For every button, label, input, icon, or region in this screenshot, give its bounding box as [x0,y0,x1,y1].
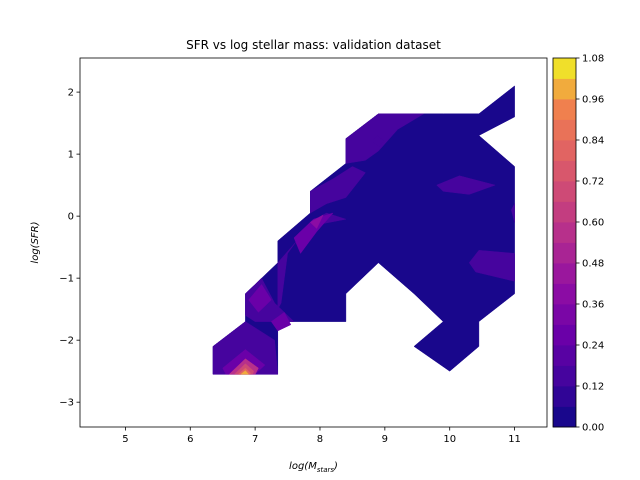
contour-region-1 [345,113,425,164]
colorbar-frame [552,57,577,428]
colorbar-band [553,304,576,325]
colorbar-tick-label: 0.60 [582,218,604,229]
y-tick-label: 0 [68,212,74,223]
colorbar: 0.00 0.12 0.24 0.36 0.48 0.60 0.72 0.84 0.96 1.08 [552,54,604,434]
colorbar-tick-label: 0.36 [582,300,604,311]
x-tick-label: 11 [508,434,521,445]
plot-frame [79,57,548,428]
contour-region-18 [240,370,249,375]
colorbar-band [553,201,576,223]
colorbar-tick-label: 0.96 [582,95,604,106]
y-axis-label: log(SFR) [30,221,41,263]
contour-region-9 [371,135,384,147]
chart-title: SFR vs log stellar mass: validation data… [186,38,441,52]
contour-regions [212,85,515,375]
y-tick-label: −3 [59,398,74,409]
colorbar-band [553,365,576,387]
x-tick-label: 8 [317,434,323,445]
x-tick-label: 6 [187,434,193,445]
colorbar-band [553,99,576,120]
y-tick-label: −1 [59,274,74,285]
colorbar-band [553,78,576,100]
contour-region-14 [310,214,324,229]
colorbar-tick-label: 0.48 [582,259,604,270]
colorbar-band [553,58,576,79]
y-tick-label: 1 [68,150,74,161]
colorbar-band [553,345,576,366]
x-tick-label: 7 [252,434,258,445]
colorbar-band [553,406,576,428]
colorbar-band [553,119,576,141]
contour-region-12 [271,312,292,332]
y-axis: −3 −2 −1 0 1 2 [59,88,80,409]
colorbar-band [553,324,576,346]
colorbar-band [553,242,576,264]
x-tick-label: 9 [382,434,388,445]
colorbar-band [553,222,576,243]
colorbar-tick-label: 0.00 [582,423,604,434]
colorbar-tick-label: 1.08 [582,54,604,65]
contour-region-8 [511,203,515,223]
plot-area: 5 6 7 8 9 10 11 −3 −2 −1 0 1 2 [59,57,548,445]
y-tick-label: 2 [68,88,74,99]
contour-region-11 [248,284,272,313]
colorbar-tick-label: 0.24 [582,341,604,352]
contour-region-2 [310,166,366,214]
colorbar-ticks: 0.00 0.12 0.24 0.36 0.48 0.60 0.72 0.84 0.96 1.08 [576,54,604,434]
colorbar-tick-label: 0.12 [582,382,604,393]
y-tick-label: −2 [59,336,74,347]
x-tick-label: 10 [443,434,456,445]
contour-region-5 [212,321,279,375]
contour-region-7 [468,250,515,282]
colorbar-tick-label: 0.72 [582,177,604,188]
colorbar-band [553,160,576,182]
colorbar-band [553,283,576,305]
x-tick-label: 5 [122,434,128,445]
x-axis: 5 6 7 8 9 10 11 [122,427,521,445]
colorbar-band [553,181,576,202]
colorbar-bands [553,58,576,428]
x-axis-label: log(Mstars) [289,461,338,474]
colorbar-band [553,263,576,284]
contour-region-6 [436,175,496,195]
colorbar-tick-label: 0.84 [582,136,604,147]
colorbar-band [553,386,576,407]
colorbar-band [553,140,576,161]
